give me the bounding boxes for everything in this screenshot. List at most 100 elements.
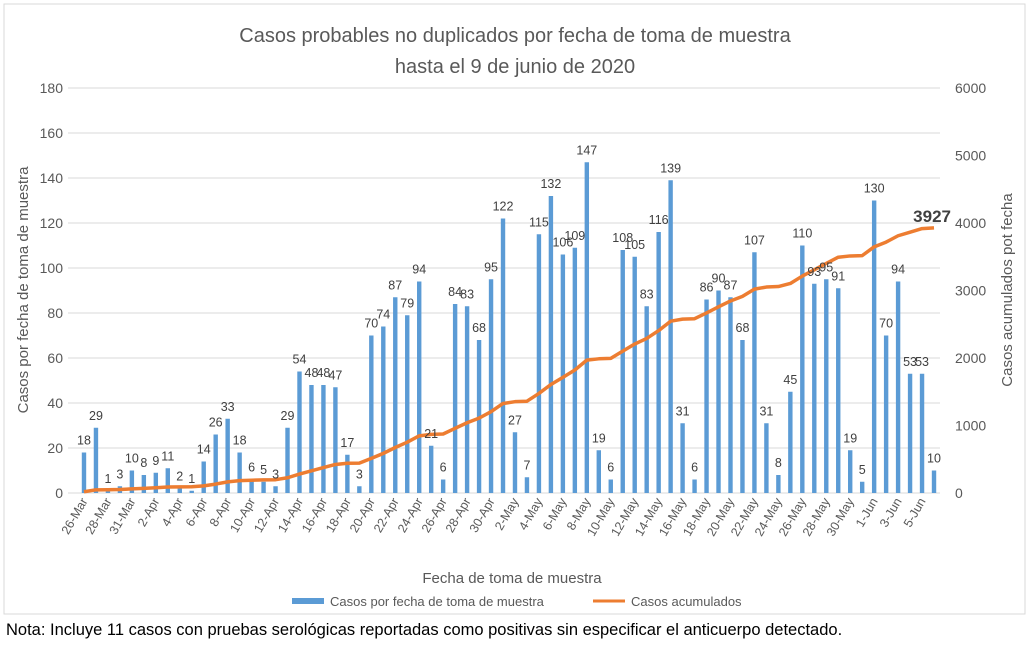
y-left-tick-label: 120 bbox=[40, 215, 64, 231]
bar bbox=[584, 162, 590, 493]
bar-data-label: 1 bbox=[188, 472, 195, 486]
bar bbox=[752, 252, 757, 493]
bar-data-label: 83 bbox=[640, 287, 654, 301]
bar bbox=[728, 297, 733, 493]
bar bbox=[500, 218, 506, 493]
bar bbox=[381, 326, 386, 493]
bar bbox=[859, 481, 865, 493]
bar-data-label: 95 bbox=[819, 260, 833, 274]
y-right-tick-label: 3000 bbox=[955, 283, 986, 299]
bar bbox=[788, 391, 793, 493]
bar bbox=[129, 470, 135, 493]
bar-data-label: 116 bbox=[649, 213, 669, 227]
bar-data-label: 53 bbox=[915, 355, 929, 369]
bar bbox=[548, 196, 554, 493]
bar-data-label: 94 bbox=[891, 263, 905, 277]
chart-title-line2: hasta el 9 de junio de 2020 bbox=[395, 56, 635, 78]
y-axis-right-label: Casos acumulados pot fecha bbox=[999, 193, 1016, 387]
bar-data-label: 47 bbox=[328, 368, 342, 382]
bar-data-label: 139 bbox=[660, 161, 681, 175]
bar-data-label: 79 bbox=[400, 296, 414, 310]
bar bbox=[225, 418, 230, 493]
bar bbox=[812, 283, 817, 493]
bar bbox=[105, 490, 111, 493]
bar-data-label: 109 bbox=[564, 229, 585, 243]
bar-data-label: 108 bbox=[612, 231, 633, 245]
bar-data-label: 31 bbox=[676, 404, 690, 418]
bar bbox=[177, 488, 182, 493]
y-left-tick-label: 0 bbox=[55, 485, 63, 501]
bar-data-label: 19 bbox=[843, 431, 857, 445]
bar bbox=[644, 306, 649, 493]
bar bbox=[333, 387, 338, 493]
y-left-tick-label: 180 bbox=[40, 80, 64, 96]
bar bbox=[440, 479, 446, 493]
bar-data-label: 18 bbox=[77, 434, 91, 448]
bar bbox=[776, 475, 781, 493]
bar bbox=[836, 288, 841, 493]
bar-data-label: 27 bbox=[508, 413, 522, 427]
bar bbox=[321, 385, 326, 493]
bar-data-label: 147 bbox=[576, 143, 597, 157]
bar bbox=[680, 423, 685, 493]
bar bbox=[668, 180, 673, 493]
line-series bbox=[83, 226, 935, 494]
bar-data-label: 31 bbox=[759, 404, 773, 418]
bar-data-label: 8 bbox=[775, 456, 782, 470]
bar bbox=[428, 445, 434, 493]
bar-data-label: 93 bbox=[807, 265, 821, 279]
bar bbox=[536, 234, 542, 493]
bar-data-label: 5 bbox=[859, 463, 866, 477]
bar bbox=[620, 250, 625, 493]
y-right-tick-label: 1000 bbox=[955, 418, 986, 434]
y-left-tick-label: 100 bbox=[40, 260, 64, 276]
bar-data-label: 54 bbox=[293, 353, 307, 367]
y-right-tick-label: 4000 bbox=[955, 215, 986, 231]
bar-data-label: 9 bbox=[152, 454, 159, 468]
bar bbox=[512, 432, 518, 493]
y-left-tick-label: 140 bbox=[40, 170, 64, 186]
bar bbox=[704, 299, 709, 493]
bar bbox=[931, 470, 937, 493]
y-axis-left-label: Casos por fecha de toma de muestra bbox=[15, 166, 32, 413]
chart-title-line1: Casos probables no duplicados por fecha … bbox=[239, 25, 791, 47]
bar-data-label: 26 bbox=[209, 416, 223, 430]
bar-data-label: 84 bbox=[448, 285, 462, 299]
bar bbox=[309, 385, 314, 493]
bar bbox=[357, 486, 362, 493]
bar bbox=[824, 279, 829, 493]
bar bbox=[740, 340, 745, 493]
legend-bar-swatch bbox=[292, 598, 324, 604]
bar-data-label: 11 bbox=[161, 449, 174, 463]
bar-data-label: 18 bbox=[233, 434, 247, 448]
legend-line-label: Casos acumulados bbox=[631, 594, 742, 609]
bar bbox=[596, 450, 601, 493]
bar bbox=[488, 279, 494, 493]
bar-data-label: 130 bbox=[864, 182, 885, 196]
bar-data-label: 122 bbox=[493, 200, 514, 214]
bar-data-label: 74 bbox=[376, 308, 390, 322]
bar-data-label: 53 bbox=[903, 355, 917, 369]
bar-data-label: 3 bbox=[356, 467, 363, 481]
bar-data-label: 68 bbox=[736, 321, 750, 335]
bar bbox=[249, 479, 254, 493]
bar bbox=[369, 335, 374, 493]
bar bbox=[213, 434, 218, 493]
y-left-tick-label: 60 bbox=[47, 350, 63, 366]
bar-data-label: 1 bbox=[104, 472, 111, 486]
y-right-tick-label: 6000 bbox=[955, 80, 986, 96]
bar-data-label: 94 bbox=[412, 263, 426, 277]
bar-data-label: 33 bbox=[221, 400, 235, 414]
bar bbox=[141, 475, 147, 493]
bar-data-label: 7 bbox=[523, 458, 530, 472]
y-left-tick-label: 80 bbox=[47, 305, 63, 321]
bar bbox=[297, 371, 302, 493]
bar bbox=[883, 335, 889, 493]
bar-data-label: 19 bbox=[592, 431, 606, 445]
bar bbox=[452, 304, 458, 493]
bar-data-label: 6 bbox=[607, 461, 614, 475]
bar-data-label: 115 bbox=[529, 215, 549, 229]
bar bbox=[524, 477, 530, 493]
bar bbox=[656, 232, 661, 493]
